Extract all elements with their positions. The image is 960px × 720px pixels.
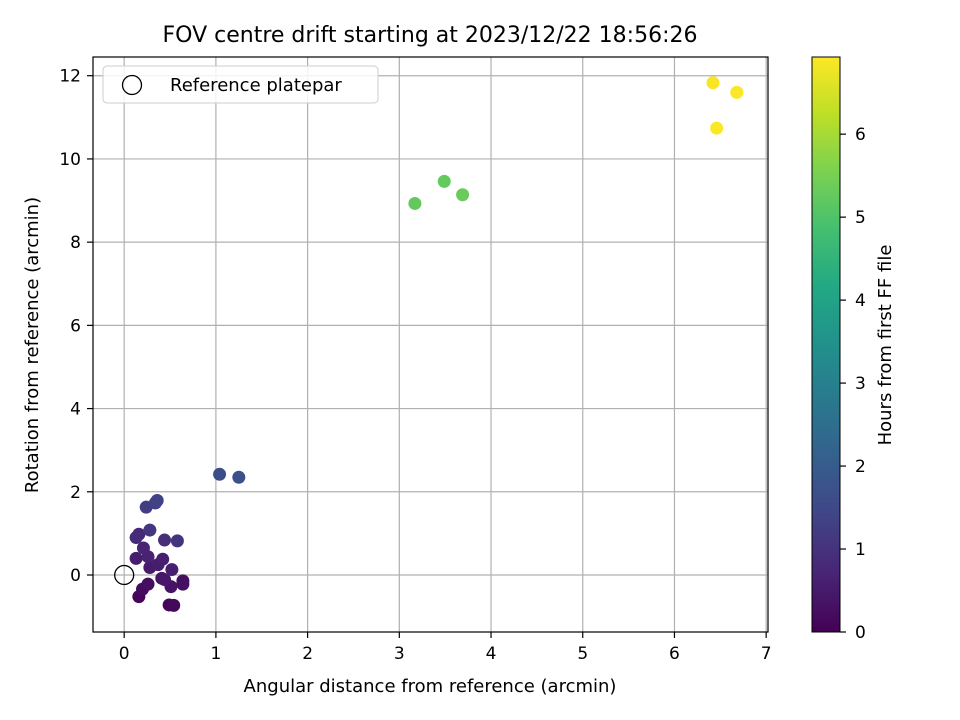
data-point xyxy=(141,577,155,591)
x-axis: 0 1 2 3 4 5 6 7 xyxy=(119,632,772,664)
colorbar-gradient xyxy=(811,56,841,633)
data-point xyxy=(165,563,179,577)
data-point xyxy=(129,551,143,565)
colorbar-tick-label: 5 xyxy=(855,208,866,228)
colorbar-ticks: 0 1 2 3 4 5 6 xyxy=(840,125,866,643)
data-point xyxy=(158,573,172,587)
chart-title: FOV centre drift starting at 2023/12/22 … xyxy=(163,23,698,48)
data-point xyxy=(143,523,157,537)
y-tick-label: 12 xyxy=(59,67,81,87)
y-tick-label: 10 xyxy=(59,150,81,170)
legend-reference-marker xyxy=(121,74,143,96)
data-point xyxy=(150,494,164,508)
data-point xyxy=(156,552,170,566)
x-tick-label: 5 xyxy=(577,644,588,664)
x-tick-label: 2 xyxy=(302,644,313,664)
data-point xyxy=(167,598,181,612)
data-point xyxy=(437,174,451,188)
data-point xyxy=(706,76,720,90)
y-tick-label: 2 xyxy=(70,483,81,503)
x-tick-label: 4 xyxy=(486,644,497,664)
data-point xyxy=(730,85,744,99)
colorbar-tick-label: 2 xyxy=(855,457,866,477)
colorbar-tick-label: 3 xyxy=(855,374,866,394)
y-tick-label: 8 xyxy=(70,233,81,253)
plot-frame xyxy=(92,56,769,633)
x-tick-label: 7 xyxy=(761,644,772,664)
data-point xyxy=(456,188,470,202)
y-tick-label: 0 xyxy=(70,566,81,586)
data-point xyxy=(176,577,190,591)
colorbar-tick-label: 1 xyxy=(855,540,866,560)
x-tick-label: 0 xyxy=(119,644,130,664)
data-points xyxy=(114,76,744,612)
y-tick-label: 4 xyxy=(70,400,81,420)
x-axis-label: Angular distance from reference (arcmin) xyxy=(244,676,617,697)
y-axis: 0 2 4 6 8 10 12 xyxy=(59,67,93,586)
colorbar: 0 1 2 3 4 5 6 Hours from first FF file xyxy=(811,56,896,643)
legend-box xyxy=(102,65,379,104)
data-point xyxy=(232,470,246,484)
colorbar-tick-label: 6 xyxy=(855,125,866,145)
x-tick-label: 6 xyxy=(669,644,680,664)
x-tick-label: 3 xyxy=(394,644,405,664)
data-point xyxy=(408,196,422,210)
data-point xyxy=(710,121,724,135)
y-axis-label: Rotation from reference (arcmin) xyxy=(22,197,43,493)
data-point xyxy=(129,531,143,545)
colorbar-label: Hours from first FF file xyxy=(875,245,896,446)
data-point xyxy=(170,534,184,548)
data-point xyxy=(213,467,227,481)
legend-reference-label: Reference platepar xyxy=(170,75,342,96)
colorbar-tick-label: 4 xyxy=(855,291,866,311)
y-tick-label: 6 xyxy=(70,316,81,336)
colorbar-tick-label: 0 xyxy=(855,623,866,643)
reference-marker xyxy=(114,564,135,586)
data-point xyxy=(136,541,150,555)
legend: Reference platepar xyxy=(102,65,379,104)
grid xyxy=(93,57,768,632)
data-point xyxy=(158,533,172,547)
x-tick-label: 1 xyxy=(210,644,221,664)
